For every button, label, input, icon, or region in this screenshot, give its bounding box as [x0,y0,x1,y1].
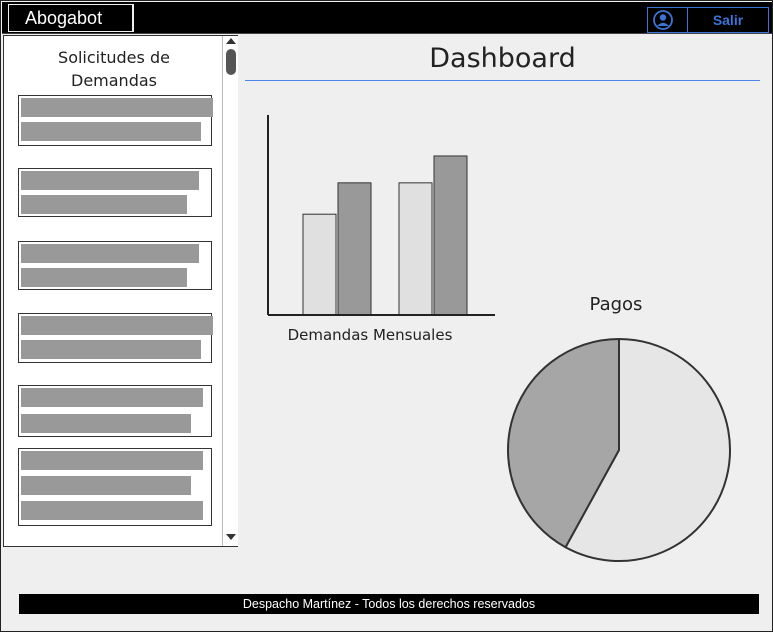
placeholder-bar [21,171,199,190]
requests-sidebar: Solicitudes de Demandas [3,35,238,547]
sidebar-title: Solicitudes de Demandas [4,46,224,92]
bar-1-1 [433,155,468,316]
scroll-down-arrow-icon[interactable] [226,534,236,540]
placeholder-bar [21,195,187,214]
pie-slice-0 [564,337,731,562]
scroll-thumb[interactable] [226,49,236,75]
user-avatar-icon[interactable] [652,10,674,30]
placeholder-bar [21,122,201,141]
placeholder-bar [21,451,203,470]
placeholder-bar [21,268,187,287]
bar-0-0 [302,213,337,316]
placeholder-bar [21,98,213,117]
placeholder-bar [21,340,201,359]
list-item[interactable] [18,168,212,217]
scroll-up-arrow-icon[interactable] [226,38,236,44]
list-item[interactable] [18,241,212,290]
placeholder-bar [21,316,213,335]
bar-1-0 [398,182,433,316]
list-item[interactable] [18,448,212,526]
list-item[interactable] [18,385,212,437]
header-bar: Abogabot Salir [2,2,772,34]
placeholder-bar [21,501,203,520]
page-title: Dashboard [429,43,576,74]
user-menu: Salir [647,7,769,33]
monthly-demands-bar-chart [267,115,495,316]
bar-0-1 [337,182,372,316]
placeholder-bar [21,476,191,495]
app-brand[interactable]: Abogabot [8,4,134,32]
pie-chart-title: Pagos [589,294,643,315]
logout-button[interactable]: Salir [712,12,744,28]
pie-slice-1 [507,337,620,549]
payments-pie-chart [507,337,731,562]
placeholder-bar [21,388,203,407]
placeholder-bar [21,414,191,433]
bar-chart-xlabel: Demandas Mensuales [287,326,453,344]
sidebar-title-line2: Demandas [71,71,157,90]
sidebar-scrollbar[interactable] [222,36,238,546]
footer-copyright: Despacho Martínez - Todos los derechos r… [19,594,759,614]
title-divider [245,80,760,81]
placeholder-bar [21,244,199,263]
list-item[interactable] [18,313,213,363]
list-item[interactable] [18,95,213,146]
user-menu-separator [687,8,688,32]
sidebar-title-line1: Solicitudes de [58,48,170,67]
